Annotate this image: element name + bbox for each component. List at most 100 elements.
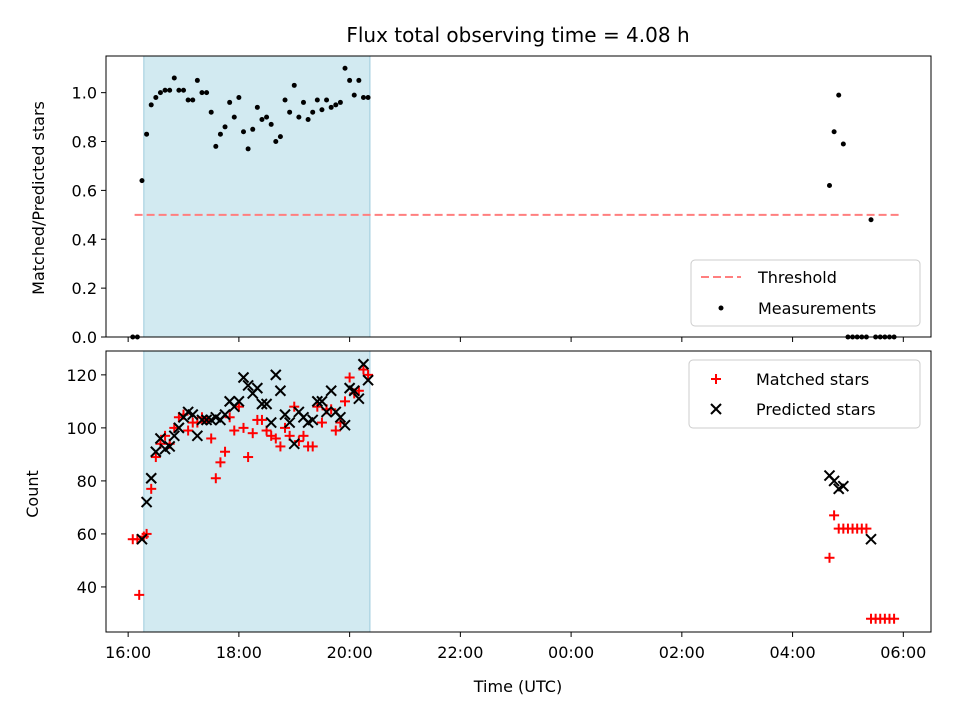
measurement-point — [222, 124, 228, 130]
measurement-point — [148, 102, 154, 108]
legend-threshold-label: Threshold — [757, 268, 837, 287]
measurement-point — [162, 87, 168, 93]
x-tick-label: 00:00 — [548, 643, 594, 662]
measurement-point — [328, 104, 334, 110]
predicted-star-marker — [362, 374, 374, 386]
predicted-star-marker — [145, 472, 157, 484]
measurement-point — [171, 75, 177, 81]
predicted-star-marker — [288, 438, 300, 450]
measurement-point — [324, 97, 330, 103]
predicted-star-marker — [237, 371, 250, 384]
predicted-star-marker — [865, 533, 877, 545]
matched-star-marker — [358, 364, 369, 375]
y-tick-label: 0.2 — [72, 279, 97, 298]
measurement-point — [337, 99, 343, 105]
predicted-star-marker — [187, 408, 199, 421]
measurement-point — [300, 99, 306, 105]
matched-star-marker — [829, 510, 840, 521]
measurement-point — [365, 95, 371, 101]
predicted-star-marker — [357, 358, 370, 370]
predicted-star-marker — [348, 385, 360, 397]
predicted-star-marker — [325, 385, 337, 397]
y-tick-label: 1.0 — [72, 84, 97, 103]
legend-matched-label: Matched stars — [756, 370, 869, 389]
predicted-star-marker — [260, 398, 273, 410]
predicted-star-marker — [251, 382, 264, 394]
matched-star-marker — [363, 369, 374, 380]
predicted-star-marker — [339, 419, 351, 431]
x-tick-label: 18:00 — [216, 643, 262, 662]
x-tick-label: 04:00 — [770, 643, 816, 662]
measurement-point — [360, 95, 366, 101]
predicted-star-marker — [265, 416, 277, 429]
measurement-point — [241, 129, 246, 135]
y-tick-label: 0.6 — [72, 181, 97, 200]
measurement-point — [190, 97, 196, 103]
predicted-star-marker — [316, 395, 328, 408]
legend-matched-marker — [711, 374, 721, 384]
measurement-point — [296, 114, 302, 120]
matched-star-marker — [298, 430, 309, 441]
predicted-star-marker — [242, 379, 254, 392]
measurement-point — [176, 87, 182, 93]
measurement-point — [236, 95, 242, 101]
predicted-star-marker — [307, 414, 319, 426]
measurement-point — [268, 121, 274, 127]
y-tick-label: 0.8 — [72, 133, 97, 152]
measurement-point — [199, 90, 205, 96]
predicted-star-marker — [196, 414, 208, 426]
matched-star-marker — [134, 589, 145, 600]
measurement-point — [342, 65, 348, 71]
top-observing-window-shade — [143, 55, 371, 338]
measurement-point — [254, 104, 260, 110]
predicted-star-marker — [828, 475, 840, 487]
measurement-point — [264, 114, 270, 120]
predicted-star-marker — [274, 385, 287, 397]
measurement-point — [153, 95, 159, 101]
x-tick-label: 22:00 — [437, 643, 483, 662]
measurement-point — [157, 90, 163, 96]
legend-predicted-swatch — [710, 403, 722, 415]
predicted-star-marker — [136, 533, 148, 545]
measurement-point — [836, 92, 842, 98]
top-panel: 0.0 0.2 0.4 0.6 0.8 1.0 Matched/Predicted sta… — [29, 55, 932, 347]
x-tick-label: 16:00 — [105, 643, 151, 662]
predicted-star-marker — [173, 422, 185, 434]
measurement-point — [273, 139, 279, 145]
predicted-star-marker — [311, 395, 324, 408]
predicted-star-marker — [163, 440, 176, 453]
legend-measurements-label: Measurements — [758, 299, 876, 318]
measurement-point — [144, 131, 150, 137]
measurement-point — [208, 109, 214, 115]
measurement-point — [319, 107, 325, 113]
bottom-legend: Matched stars Predicted stars — [688, 359, 921, 429]
legend-matched-swatch — [711, 374, 721, 384]
matched-star-marker — [316, 417, 327, 428]
matched-star-marker — [210, 473, 221, 484]
predicted-star-markers — [136, 358, 877, 545]
predicted-star-marker — [353, 393, 365, 405]
measurement-point — [310, 109, 316, 115]
predicted-star-marker — [154, 432, 167, 445]
bottom-axes-frame — [105, 350, 932, 633]
measurement-point — [305, 117, 311, 123]
predicted-star-marker — [256, 398, 268, 410]
measurement-point — [204, 90, 210, 96]
top-y-axis-label: Matched/Predicted stars — [29, 101, 48, 295]
matched-star-marker — [275, 441, 286, 452]
predicted-star-marker — [837, 480, 850, 492]
x-tick-label: 02:00 — [659, 643, 705, 662]
matched-star-marker — [146, 483, 157, 494]
x-tick-label: 06:00 — [880, 643, 926, 662]
matched-star-marker — [150, 452, 161, 463]
y-tick-label: 80 — [77, 472, 97, 491]
predicted-star-marker — [320, 406, 333, 418]
matched-star-marker — [340, 396, 351, 407]
legend-predicted-marker — [710, 403, 722, 415]
matched-star-marker — [229, 425, 240, 436]
matched-star-marker — [220, 446, 231, 457]
legend-measurement-swatch — [718, 305, 724, 311]
measurement-point — [194, 77, 200, 83]
predicted-star-marker — [233, 395, 245, 408]
